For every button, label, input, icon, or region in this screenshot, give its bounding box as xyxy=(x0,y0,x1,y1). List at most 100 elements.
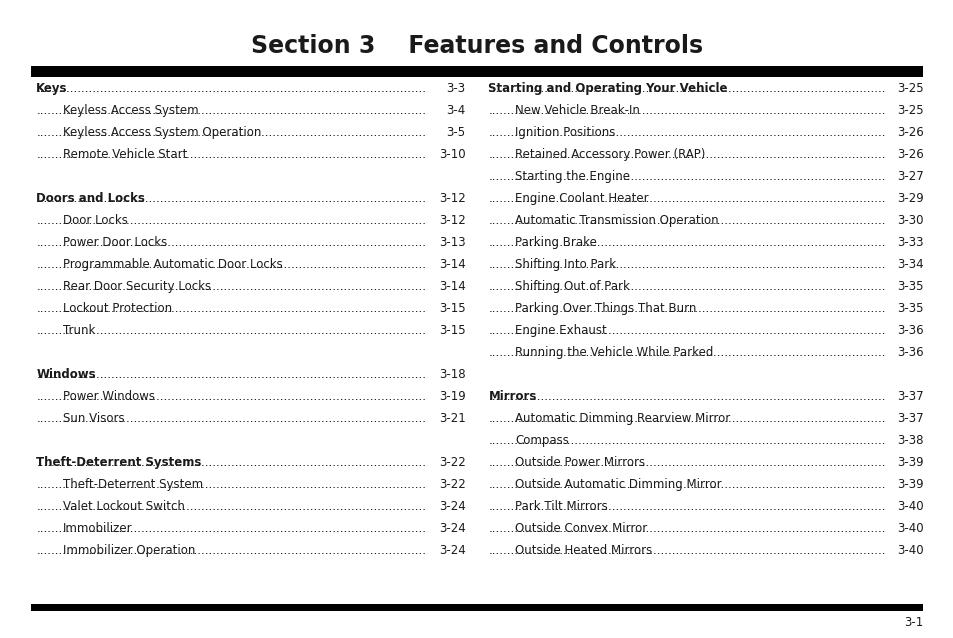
Text: 3-36: 3-36 xyxy=(896,323,923,337)
Text: 3-37: 3-37 xyxy=(896,390,923,403)
Text: 3-38: 3-38 xyxy=(896,434,923,447)
Text: 3-19: 3-19 xyxy=(438,390,465,403)
Text: Remote Vehicle Start: Remote Vehicle Start xyxy=(63,147,187,161)
Text: ................................................................................: ........................................… xyxy=(36,258,785,271)
Text: Outside Heated Mirrors: Outside Heated Mirrors xyxy=(515,544,652,557)
Text: 3-1: 3-1 xyxy=(903,616,923,629)
Text: Park Tilt Mirrors: Park Tilt Mirrors xyxy=(515,500,607,513)
Text: Starting the Engine: Starting the Engine xyxy=(515,170,630,182)
Text: ................................................................................: ........................................… xyxy=(36,412,785,425)
Text: ................................................................................: ........................................… xyxy=(488,323,953,337)
Text: Theft-Deterrent System: Theft-Deterrent System xyxy=(63,478,203,491)
Text: Rear Door Security Locks: Rear Door Security Locks xyxy=(63,279,211,293)
Text: ................................................................................: ........................................… xyxy=(36,103,785,117)
Text: Trunk: Trunk xyxy=(63,323,95,337)
Text: 3-15: 3-15 xyxy=(438,302,465,315)
Text: 3-24: 3-24 xyxy=(438,544,465,557)
Text: ................................................................................: ........................................… xyxy=(36,544,785,557)
Text: Programmable Automatic Door Locks: Programmable Automatic Door Locks xyxy=(63,258,282,271)
Text: Parking Over Things That Burn: Parking Over Things That Burn xyxy=(515,302,696,315)
Text: 3-21: 3-21 xyxy=(438,412,465,425)
Text: ................................................................................: ........................................… xyxy=(36,302,785,315)
Text: 3-25: 3-25 xyxy=(896,103,923,117)
Text: 3-26: 3-26 xyxy=(896,126,923,138)
Text: ................................................................................: ........................................… xyxy=(488,191,953,205)
Text: Power Door Locks: Power Door Locks xyxy=(63,235,167,249)
Text: ................................................................................: ........................................… xyxy=(488,544,953,557)
Text: 3-36: 3-36 xyxy=(896,346,923,359)
Text: 3-12: 3-12 xyxy=(438,191,465,205)
Text: Immobilizer Operation: Immobilizer Operation xyxy=(63,544,195,557)
Text: ................................................................................: ........................................… xyxy=(488,103,953,117)
Text: ................................................................................: ........................................… xyxy=(36,279,785,293)
Text: ................................................................................: ........................................… xyxy=(36,478,785,491)
Text: Running the Vehicle While Parked: Running the Vehicle While Parked xyxy=(515,346,713,359)
Text: Immobilizer: Immobilizer xyxy=(63,522,132,535)
Text: ................................................................................: ........................................… xyxy=(36,235,785,249)
Text: 3-40: 3-40 xyxy=(896,500,923,513)
Text: ................................................................................: ........................................… xyxy=(36,323,785,337)
Text: ................................................................................: ........................................… xyxy=(488,434,953,447)
Text: 3-22: 3-22 xyxy=(438,456,465,469)
Text: 3-35: 3-35 xyxy=(896,302,923,315)
Text: 3-40: 3-40 xyxy=(896,522,923,535)
Text: 3-35: 3-35 xyxy=(896,279,923,293)
Text: Mirrors: Mirrors xyxy=(488,390,537,403)
Text: ................................................................................: ........................................… xyxy=(488,126,953,138)
Text: 3-29: 3-29 xyxy=(896,191,923,205)
Text: ................................................................................: ........................................… xyxy=(488,214,953,226)
Text: ................................................................................: ........................................… xyxy=(488,346,953,359)
Text: 3-14: 3-14 xyxy=(438,258,465,271)
Text: ................................................................................: ........................................… xyxy=(36,126,785,138)
Bar xyxy=(30,604,923,611)
Text: Power Windows: Power Windows xyxy=(63,390,154,403)
Text: 3-37: 3-37 xyxy=(896,412,923,425)
Text: Automatic Transmission Operation: Automatic Transmission Operation xyxy=(515,214,718,226)
Text: 3-12: 3-12 xyxy=(438,214,465,226)
Text: ................................................................................: ........................................… xyxy=(488,258,953,271)
Text: Theft-Deterrent Systems: Theft-Deterrent Systems xyxy=(36,456,201,469)
Text: ................................................................................: ........................................… xyxy=(36,456,785,469)
Text: ................................................................................: ........................................… xyxy=(488,390,953,403)
Text: Automatic Dimming Rearview Mirror: Automatic Dimming Rearview Mirror xyxy=(515,412,730,425)
Text: ................................................................................: ........................................… xyxy=(488,147,953,161)
Text: ................................................................................: ........................................… xyxy=(488,500,953,513)
Text: 3-22: 3-22 xyxy=(438,478,465,491)
Text: Section 3    Features and Controls: Section 3 Features and Controls xyxy=(251,34,702,58)
Text: Outside Power Mirrors: Outside Power Mirrors xyxy=(515,456,644,469)
Text: 3-24: 3-24 xyxy=(438,522,465,535)
Text: ................................................................................: ........................................… xyxy=(488,478,953,491)
Text: 3-14: 3-14 xyxy=(438,279,465,293)
Text: ................................................................................: ........................................… xyxy=(488,235,953,249)
Text: 3-34: 3-34 xyxy=(896,258,923,271)
Text: Keys: Keys xyxy=(36,82,68,94)
Text: ................................................................................: ........................................… xyxy=(488,412,953,425)
Text: Engine Exhaust: Engine Exhaust xyxy=(515,323,606,337)
Text: ................................................................................: ........................................… xyxy=(36,522,785,535)
Text: 3-30: 3-30 xyxy=(896,214,923,226)
Text: 3-15: 3-15 xyxy=(438,323,465,337)
Text: ................................................................................: ........................................… xyxy=(488,82,953,94)
Text: Keyless Access System: Keyless Access System xyxy=(63,103,198,117)
Text: 3-5: 3-5 xyxy=(446,126,465,138)
Text: Sun Visors: Sun Visors xyxy=(63,412,125,425)
Text: Parking Brake: Parking Brake xyxy=(515,235,597,249)
Text: 3-27: 3-27 xyxy=(896,170,923,182)
Text: Outside Convex Mirror: Outside Convex Mirror xyxy=(515,522,647,535)
Text: ................................................................................: ........................................… xyxy=(488,456,953,469)
Text: Doors and Locks: Doors and Locks xyxy=(36,191,145,205)
Text: ................................................................................: ........................................… xyxy=(36,214,785,226)
Text: ................................................................................: ........................................… xyxy=(488,170,953,182)
Text: 3-40: 3-40 xyxy=(896,544,923,557)
Text: 3-13: 3-13 xyxy=(438,235,465,249)
Text: Engine Coolant Heater: Engine Coolant Heater xyxy=(515,191,648,205)
Text: ................................................................................: ........................................… xyxy=(36,500,785,513)
Text: Starting and Operating Your Vehicle: Starting and Operating Your Vehicle xyxy=(488,82,727,94)
Text: Compass: Compass xyxy=(515,434,568,447)
Text: 3-3: 3-3 xyxy=(446,82,465,94)
Text: Valet Lockout Switch: Valet Lockout Switch xyxy=(63,500,185,513)
Text: ................................................................................: ........................................… xyxy=(488,522,953,535)
Text: 3-25: 3-25 xyxy=(896,82,923,94)
Text: Ignition Positions: Ignition Positions xyxy=(515,126,615,138)
Text: Outside Automatic Dimming Mirror: Outside Automatic Dimming Mirror xyxy=(515,478,721,491)
